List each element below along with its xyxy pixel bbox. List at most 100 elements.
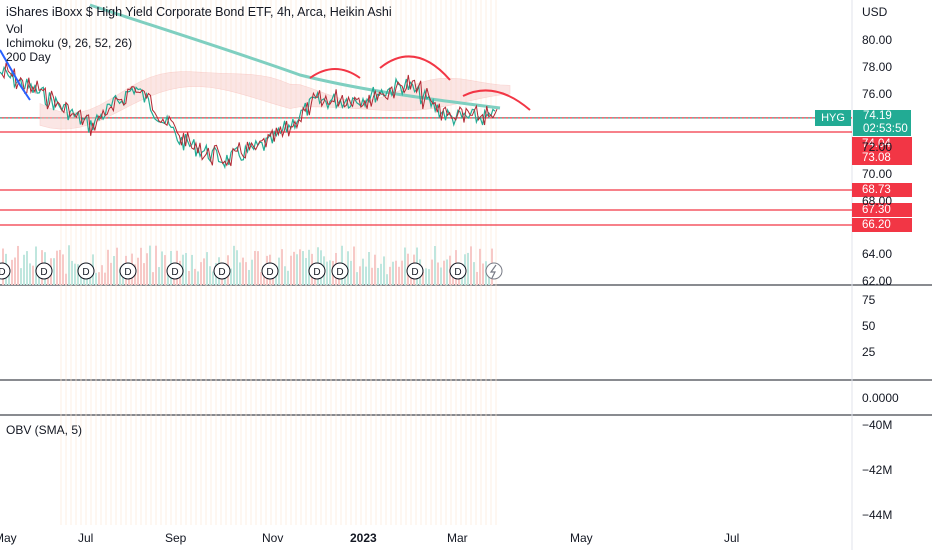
volume-bar	[338, 273, 340, 285]
event-marker-icon	[485, 262, 503, 280]
volume-bar	[248, 269, 250, 285]
volume-bar	[296, 254, 298, 285]
dividend-marker-label: D	[336, 267, 343, 278]
session-stripe	[260, 0, 262, 525]
obv-tick-label: −44M	[862, 508, 893, 522]
volume-bar	[260, 272, 262, 285]
session-stripe	[315, 0, 317, 525]
session-stripe	[75, 0, 77, 525]
dividend-marker-circle	[166, 262, 184, 280]
volume-bar	[104, 272, 106, 285]
volume-bar	[287, 270, 289, 285]
volume-bar	[245, 262, 247, 285]
volume-bar	[467, 252, 469, 285]
ichimoku-conversion-line	[1, 62, 498, 167]
obv-tick-label: −42M	[862, 463, 893, 477]
dividend-marker-label: D	[218, 267, 225, 278]
volume-bar	[293, 251, 295, 285]
volume-bar	[389, 266, 391, 285]
volume-bar	[305, 258, 307, 285]
volume-bar	[308, 249, 310, 285]
dividend-marker-circle	[308, 262, 326, 280]
volume-bar	[470, 246, 472, 285]
volume-bar	[275, 274, 277, 285]
volume-bar	[284, 266, 286, 285]
obv-indicator-label[interactable]: OBV (SMA, 5)	[6, 423, 83, 437]
volume-bar	[200, 262, 202, 285]
volume-bar	[347, 251, 349, 285]
oscillator-tick-label: 50	[862, 319, 876, 333]
volume-bar	[8, 271, 10, 285]
volume-bar	[164, 255, 166, 285]
dividend-marker-circle	[331, 262, 349, 280]
time-tick-label: May	[570, 531, 593, 545]
dividend-marker-circle	[213, 262, 231, 280]
volume-bar	[53, 258, 55, 285]
dividend-marker-circle	[261, 262, 279, 280]
dividend-marker-circle	[0, 262, 11, 280]
volume-bar	[203, 258, 205, 285]
volume-bar	[362, 258, 364, 285]
mid-pane-tick-label: 0.0000	[862, 391, 899, 405]
volume-bar	[230, 268, 232, 285]
dividend-marker-label: D	[124, 267, 131, 278]
volume-bar	[446, 259, 448, 285]
session-stripe	[390, 0, 392, 525]
session-stripe	[135, 0, 137, 525]
left-shoulder-arc	[309, 68, 361, 79]
session-stripe	[120, 0, 122, 525]
chart-title: iShares iBoxx $ High Yield Corporate Bon…	[6, 5, 392, 19]
volume-bar	[299, 249, 301, 285]
volume-bar	[191, 254, 193, 285]
volume-bar	[152, 272, 154, 285]
oscillator-tick-label: 75	[862, 293, 876, 307]
volume-bar	[26, 251, 28, 285]
volume-bar	[161, 251, 163, 285]
dividend-marker-circle	[35, 262, 53, 280]
volume-bar	[65, 273, 67, 285]
volume-bar	[380, 263, 382, 285]
volume-bar	[431, 259, 433, 285]
obv-tick-label: −40M	[862, 418, 893, 432]
price-tick-label: 72.00	[862, 140, 893, 155]
volume-bar	[440, 267, 442, 285]
session-stripe	[380, 0, 382, 525]
volume-bar	[122, 273, 124, 285]
volume-bar	[482, 263, 484, 285]
volume-bar	[392, 261, 394, 285]
volume-bar	[95, 272, 97, 285]
volume-bar	[356, 272, 358, 285]
volume-bar	[452, 272, 454, 285]
volume-bar	[239, 262, 241, 285]
price-tick-label: 76.00	[862, 86, 893, 101]
volume-bar	[404, 247, 406, 285]
volume-indicator-label[interactable]: Vol	[6, 22, 23, 36]
volume-bar	[236, 250, 238, 285]
dividend-marker-label: D	[454, 267, 461, 278]
ma200-indicator-label[interactable]: 200 Day	[6, 50, 51, 64]
dividend-marker-label: D	[82, 267, 89, 278]
session-stripe	[110, 0, 112, 525]
volume-bar	[32, 265, 34, 285]
session-stripe	[230, 0, 232, 525]
level-tag-73.08: 73.08	[852, 151, 912, 165]
ticker-badge: HYG	[815, 110, 851, 126]
volume-bar	[344, 271, 346, 285]
volume-bar	[326, 261, 328, 285]
volume-bar	[437, 262, 439, 285]
volume-bar	[377, 267, 379, 285]
volume-bar	[11, 259, 13, 285]
volume-bar	[410, 273, 412, 285]
time-tick-label: Jul	[724, 531, 740, 545]
volume-bar	[257, 251, 259, 285]
volume-bar	[473, 262, 475, 285]
session-stripe	[195, 0, 197, 525]
dividend-marker-circle	[449, 262, 467, 280]
level-tag-66.20: 66.20	[852, 218, 912, 232]
session-stripe	[475, 0, 477, 525]
volume-bar	[155, 245, 157, 285]
ichimoku-indicator-label[interactable]: Ichimoku (9, 26, 52, 26)	[6, 36, 133, 50]
volume-bar	[137, 257, 139, 285]
